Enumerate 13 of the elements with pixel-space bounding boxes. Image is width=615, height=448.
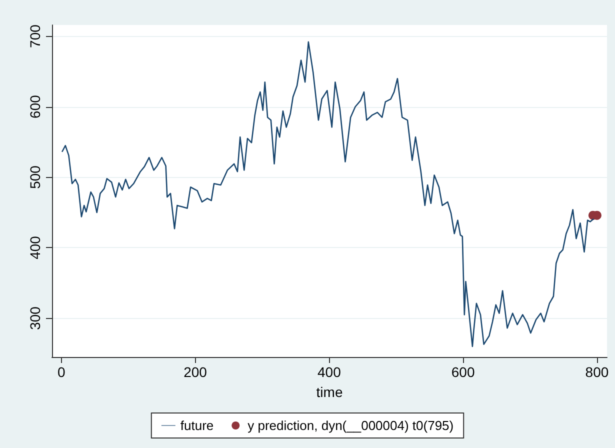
x-tick-label: 200 xyxy=(184,364,208,380)
y-tick-label: 500 xyxy=(27,165,43,189)
y-tick-label: 400 xyxy=(27,236,43,260)
y-tick-label: 600 xyxy=(27,94,43,118)
legend-label: future xyxy=(180,418,214,433)
legend-label: y prediction, dyn(__000004) t0(795) xyxy=(248,418,454,433)
x-tick-label: 600 xyxy=(451,364,475,380)
y-tick-label: 700 xyxy=(27,24,43,48)
y-tick-label: 300 xyxy=(27,306,43,330)
x-tick-label: 0 xyxy=(57,364,66,380)
x-axis-title: time xyxy=(316,384,343,400)
x-tick-label: 400 xyxy=(317,364,342,380)
x-tick-label: 800 xyxy=(585,364,609,380)
